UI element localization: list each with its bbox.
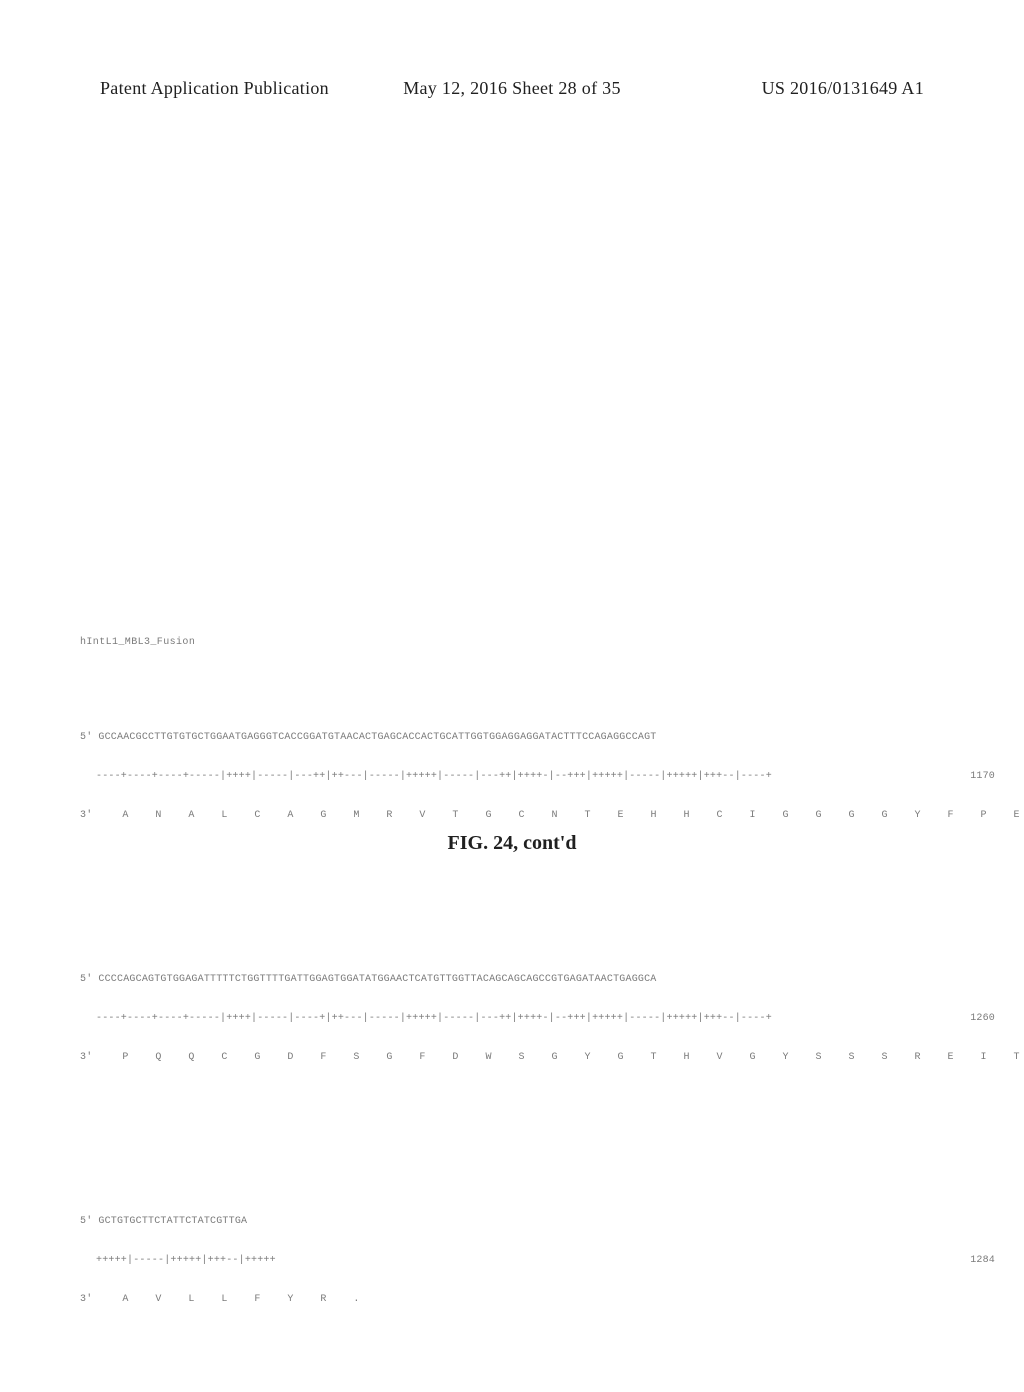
figure-caption: FIG. 24, cont'd bbox=[0, 832, 1024, 855]
spacer-line bbox=[80, 1090, 950, 1103]
three-prime-label: 3' bbox=[80, 1052, 98, 1063]
tick-sequence: ----+----+----+-----|++++|-----|---++|++… bbox=[96, 771, 772, 782]
three-prime-label: 3' bbox=[80, 1294, 98, 1305]
sequence-title: hIntL1_MBL3_Fusion bbox=[80, 636, 950, 649]
five-prime-label: 5' bbox=[80, 732, 98, 743]
tick-line: +++++|-----|+++++|+++--|+++++1284 bbox=[80, 1254, 950, 1267]
dna-sequence: CCCCAGCAGTGTGGAGATTTTTCTGGTTTTGATTGGAGTG… bbox=[98, 974, 656, 985]
three-prime-label: 3' bbox=[80, 810, 98, 821]
sequence-block-row: 5'CCCCAGCAGTGTGGAGATTTTTCTGGTTTTGATTGGAG… bbox=[80, 947, 950, 1129]
dna-sequence: GCTGTGCTTCTATTCTATCGTTGA bbox=[98, 1216, 247, 1227]
header-left: Patent Application Publication bbox=[100, 78, 329, 99]
header-center: May 12, 2016 Sheet 28 of 35 bbox=[403, 78, 621, 99]
spacer-line bbox=[80, 1332, 950, 1345]
five-prime-label: 5' bbox=[80, 974, 98, 985]
header-right: US 2016/0131649 A1 bbox=[762, 78, 924, 99]
position-label: 1284 bbox=[970, 1254, 995, 1267]
sequence-figure: hIntL1_MBL3_Fusion 5'GCCAACGCCTTGTGTGCTG… bbox=[80, 610, 950, 1392]
dna-line: 5'GCCAACGCCTTGTGTGCTGGAATGAGGGTCACCGGATG… bbox=[80, 731, 950, 744]
dna-line: 5'GCTGTGCTTCTATTCTATCGTTGA bbox=[80, 1215, 950, 1228]
position-label: 1260 bbox=[970, 1012, 995, 1025]
aa-line-wrap: 3'A N A L C A G M R V T G C N T E H H C … bbox=[80, 809, 950, 822]
position-label: 1170 bbox=[970, 770, 995, 783]
aa-sequence: A N A L C A G M R V T G C N T E H H C I … bbox=[98, 810, 1024, 821]
five-prime-label: 5' bbox=[80, 1216, 98, 1227]
dna-line: 5'CCCCAGCAGTGTGGAGATTTTTCTGGTTTTGATTGGAG… bbox=[80, 973, 950, 986]
tick-line: ----+----+----+-----|++++|-----|---++|++… bbox=[80, 770, 950, 783]
sequence-block-row: 5'GCTGTGCTTCTATTCTATCGTTGA +++++|-----|+… bbox=[80, 1189, 950, 1371]
aa-line-wrap: 3'P Q Q C G D F S G F D W S G Y G T H V … bbox=[80, 1051, 950, 1064]
sequence-block-row: 5'GCCAACGCCTTGTGTGCTGGAATGAGGGTCACCGGATG… bbox=[80, 705, 950, 887]
dna-sequence: GCCAACGCCTTGTGTGCTGGAATGAGGGTCACCGGATGTA… bbox=[98, 732, 656, 743]
tick-line: ----+----+----+-----|++++|-----|----+|++… bbox=[80, 1012, 950, 1025]
aa-line-wrap: 3'A V L L F Y R . bbox=[80, 1293, 950, 1306]
tick-sequence: ----+----+----+-----|++++|-----|----+|++… bbox=[96, 1013, 772, 1024]
aa-sequence: A V L L F Y R . bbox=[98, 1294, 364, 1305]
aa-sequence: P Q Q C G D F S G F D W S G Y G T H V G … bbox=[98, 1052, 1024, 1063]
tick-sequence: +++++|-----|+++++|+++--|+++++ bbox=[96, 1255, 276, 1266]
